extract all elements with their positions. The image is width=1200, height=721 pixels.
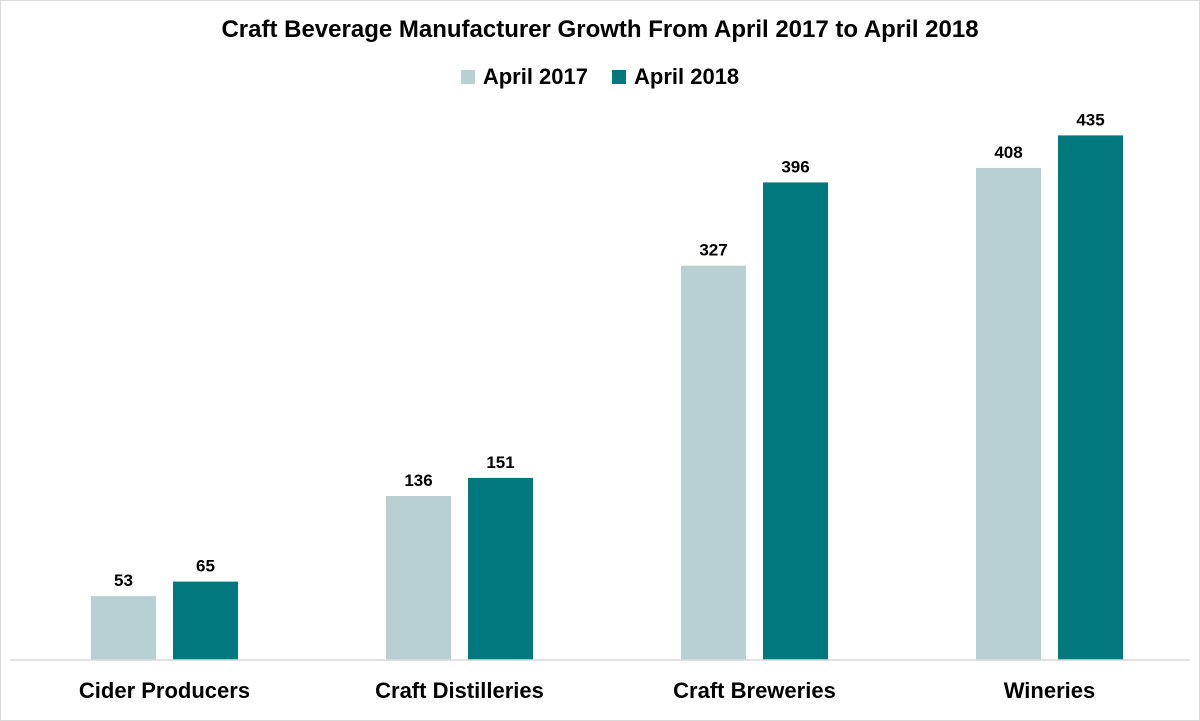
data-label-wineries-april-2017: 408 [994,143,1022,162]
chart-title: Craft Beverage Manufacturer Growth From … [221,16,979,43]
legend: April 2017 April 2018 [0,64,1200,90]
legend-item-april-2018: April 2018 [612,64,739,90]
bar-craft-breweries-april-2018 [763,182,828,660]
bar-craft-distilleries-april-2017 [386,495,451,660]
bar-craft-distilleries-april-2018 [468,477,533,660]
legend-swatch-april-2017 [460,70,475,84]
bar-wineries-april-2018 [1058,135,1123,660]
bar-wineries-april-2017 [976,167,1041,660]
bar-cider-producers-april-2017 [91,596,156,660]
bar-cider-producers-april-2018 [173,581,238,660]
data-label-craft-breweries-april-2018: 396 [781,157,809,176]
x-tick-label-wineries: Wineries [1004,678,1096,703]
x-tick-label-craft-breweries: Craft Breweries [673,678,836,703]
data-label-craft-distilleries-april-2017: 136 [404,471,432,490]
bar-craft-breweries-april-2017 [681,265,746,660]
data-label-cider-producers-april-2017: 53 [114,571,133,590]
legend-label-april-2017: April 2017 [482,64,588,89]
x-tick-label-cider-producers: Cider Producers [79,678,250,703]
data-label-wineries-april-2018: 435 [1076,110,1104,129]
x-tick-label-craft-distilleries: Craft Distilleries [375,678,544,703]
legend-item-april-2017: April 2017 [460,64,588,90]
data-label-craft-breweries-april-2017: 327 [699,241,727,260]
data-label-craft-distilleries-april-2018: 151 [486,453,514,472]
legend-swatch-april-2018 [612,70,626,84]
data-label-cider-producers-april-2018: 65 [196,557,215,576]
legend-label-april-2018: April 2018 [634,64,740,89]
